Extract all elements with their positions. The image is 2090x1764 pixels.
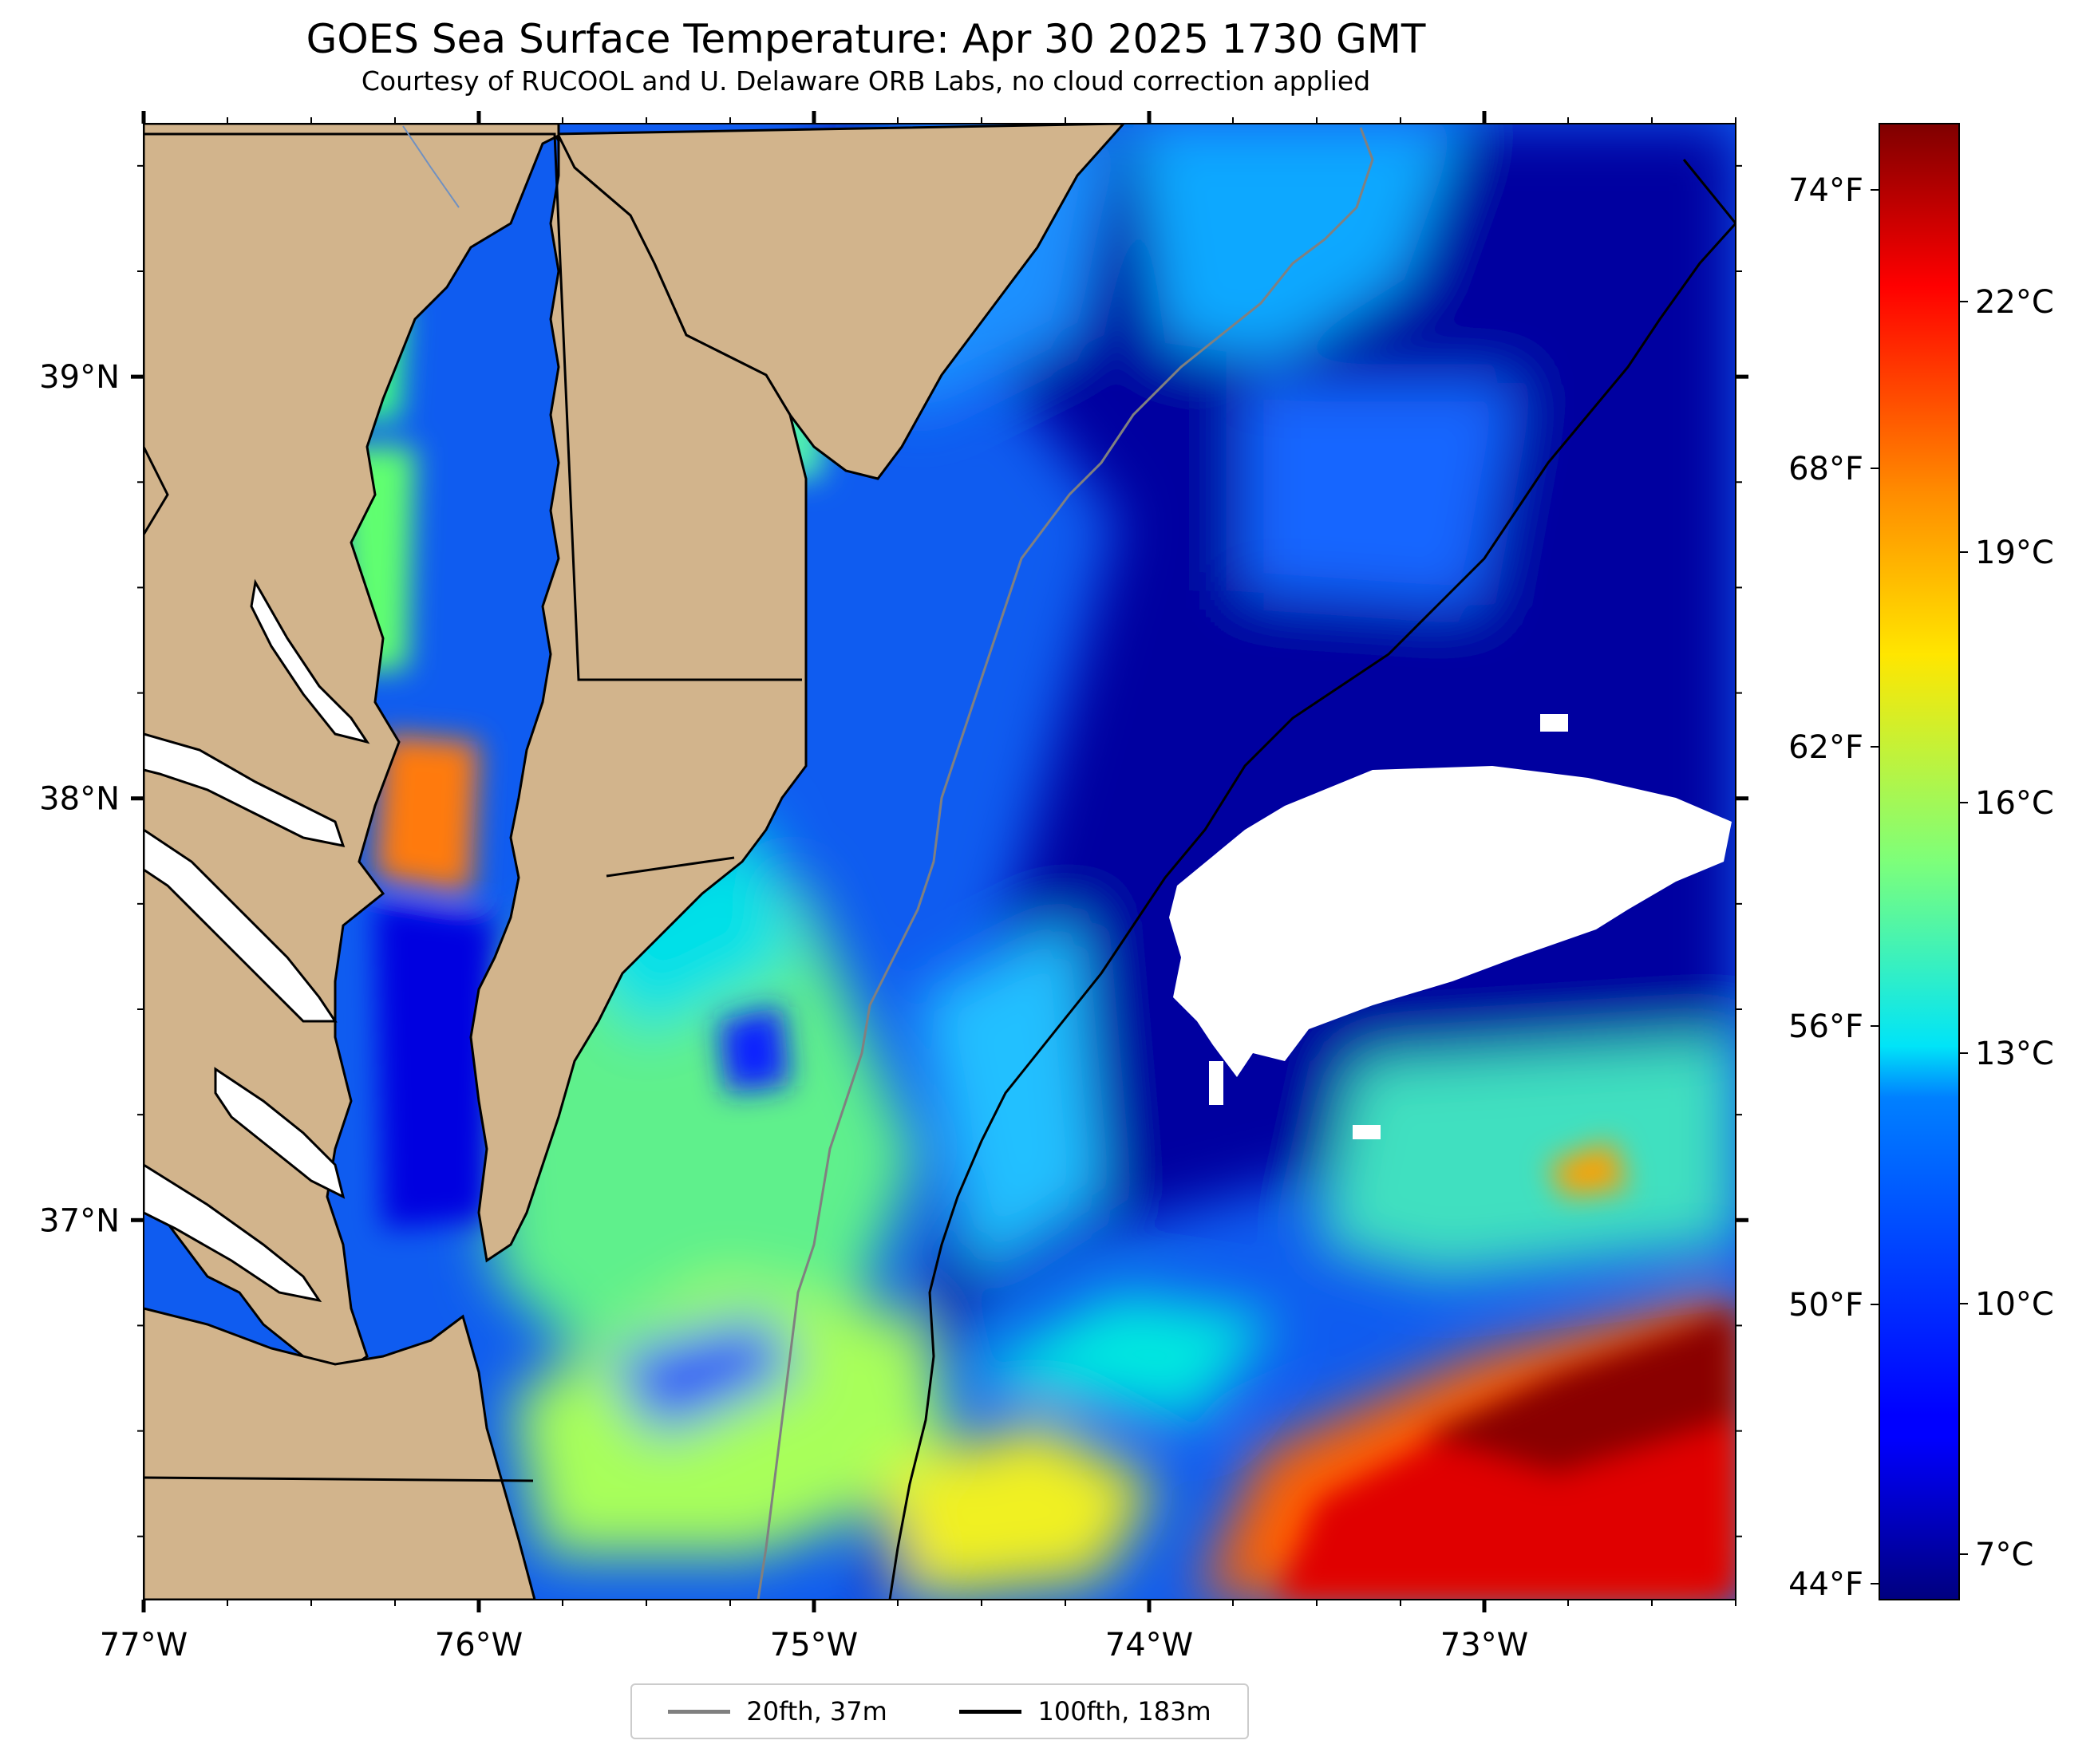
colorbar-label-fahrenheit: 74°F <box>1788 172 1863 209</box>
colorbar-label-fahrenheit: 44°F <box>1788 1566 1863 1603</box>
lon-tick-label: 77°W <box>100 1627 188 1663</box>
isobath-100fth <box>888 159 1736 1600</box>
legend-item-100fth: 100fth, 183m <box>959 1696 1211 1727</box>
lon-tick-label: 74°W <box>1105 1627 1193 1663</box>
legend-line-100fth <box>959 1709 1022 1714</box>
colorbar-label-celsius: 10°C <box>1975 1286 2054 1323</box>
colorbar-label-celsius: 7°C <box>1975 1537 2033 1573</box>
colorbar-label-fahrenheit: 62°F <box>1788 729 1863 766</box>
lat-tick-label: 37°N <box>39 1202 120 1239</box>
legend-line-20fth <box>668 1709 731 1714</box>
bays <box>144 578 370 1303</box>
colorbar <box>1879 123 1960 1600</box>
colorbar-label-fahrenheit: 50°F <box>1788 1287 1863 1324</box>
colorbar-label-fahrenheit: 56°F <box>1788 1008 1863 1045</box>
isobath-20fth <box>757 127 1374 1600</box>
lon-tick-label: 76°W <box>435 1627 523 1663</box>
legend-item-20fth: 20fth, 37m <box>668 1696 887 1727</box>
lon-tick-label: 75°W <box>770 1627 858 1663</box>
legend-label-100fth: 100fth, 183m <box>1037 1696 1211 1727</box>
colorbar-axes: 22°C 19°C 16°C 13°C 10°C 7°C 74°F 68°F 62°F 56°F 5… <box>1788 172 2054 1603</box>
land <box>144 124 1126 1600</box>
colorbar-label-fahrenheit: 68°F <box>1788 451 1863 487</box>
lat-tick-label: 38°N <box>39 781 120 818</box>
map-axes: 77°W 76°W 75°W 74°W 73°W 39°N 38°N 37°N <box>39 111 1748 1663</box>
map-title: GOES Sea Surface Temperature: Apr 30 202… <box>306 16 1426 62</box>
state-boundaries <box>144 125 802 1482</box>
legend-label-20fth: 20fth, 37m <box>746 1696 887 1727</box>
map-subtitle: Courtesy of RUCOOL and U. Delaware ORB L… <box>361 65 1371 97</box>
lon-tick-label: 73°W <box>1440 1627 1528 1663</box>
isobath-legend: 20fth, 37m 100fth, 183m <box>630 1683 1249 1739</box>
colorbar-label-celsius: 16°C <box>1975 785 2054 822</box>
colorbar-label-celsius: 22°C <box>1975 284 2054 321</box>
colorbar-label-celsius: 13°C <box>1975 1036 2054 1072</box>
isobaths <box>757 127 1736 1600</box>
colorbar-label-celsius: 19°C <box>1975 535 2054 571</box>
map-frame <box>143 123 1736 1600</box>
lat-tick-label: 39°N <box>39 359 120 396</box>
